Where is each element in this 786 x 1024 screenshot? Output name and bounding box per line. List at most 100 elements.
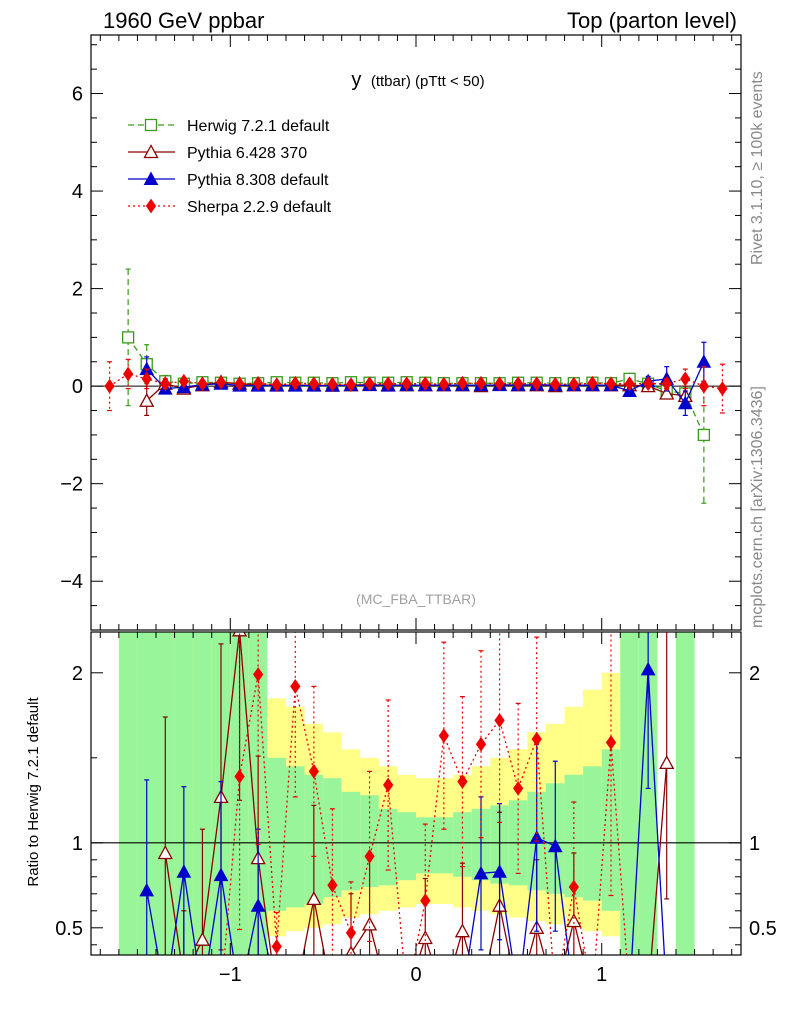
ratio-band-inner bbox=[564, 774, 584, 898]
ratio-xtick-label: 1 bbox=[596, 964, 607, 986]
main-point bbox=[605, 376, 617, 392]
ratio-ytick-label-right: 2 bbox=[749, 663, 760, 685]
main-panel: −4 −2 0 2 4 6 y (ttbar) (pTtt < 50) (MC_FBA_T… bbox=[60, 34, 742, 631]
ratio-point bbox=[473, 865, 489, 880]
ratio-point bbox=[176, 864, 192, 878]
main-point bbox=[696, 354, 712, 368]
ratio-ylabel: Ratio to Herwig 7.2.1 default bbox=[25, 697, 42, 887]
main-ytick-label: 4 bbox=[72, 181, 83, 203]
main-point bbox=[677, 395, 693, 410]
main-point bbox=[104, 378, 115, 394]
legend-marker bbox=[144, 118, 158, 132]
ratio-point bbox=[196, 989, 209, 1001]
main-point bbox=[568, 376, 579, 392]
legend-label: Sherpa 2.2.9 default bbox=[187, 199, 332, 216]
ratio-point bbox=[567, 989, 580, 1001]
header-right: Top (parton level) bbox=[567, 8, 737, 33]
main-point bbox=[550, 376, 561, 392]
ratio-point bbox=[306, 891, 322, 906]
ratio-point bbox=[326, 989, 339, 1001]
main-point bbox=[661, 376, 672, 392]
ratio-point bbox=[437, 989, 450, 1001]
ratio-point bbox=[417, 930, 433, 945]
ratio-band-inner bbox=[360, 795, 379, 887]
ratio-band-inner bbox=[341, 791, 361, 891]
ratio-point bbox=[400, 989, 413, 1001]
main-ytick-label: 2 bbox=[72, 279, 83, 301]
ratio-point bbox=[179, 989, 188, 1002]
ratio-ytick-label: 2 bbox=[72, 663, 83, 685]
ratio-bands bbox=[91, 632, 741, 955]
ratio-band-inner bbox=[118, 632, 138, 955]
ratio-xtick-label: −1 bbox=[219, 964, 242, 986]
ratio-point bbox=[139, 882, 155, 897]
main-ytick-label: −4 bbox=[60, 571, 83, 593]
main-point bbox=[160, 376, 171, 392]
ratio-xtick-label: 0 bbox=[410, 964, 421, 986]
side-mcplots: mcplots.cern.ch [arXiv:1306.3436] bbox=[749, 386, 766, 628]
ratio-point bbox=[568, 879, 579, 895]
main-point bbox=[680, 371, 691, 387]
ratio-point bbox=[494, 713, 505, 728]
ratio-point bbox=[437, 989, 450, 1001]
ratio-point bbox=[194, 931, 211, 946]
ratio-point bbox=[531, 731, 542, 747]
main-point bbox=[345, 377, 357, 393]
ratio-point bbox=[475, 736, 487, 752]
main-point bbox=[587, 375, 598, 391]
ratio-point bbox=[326, 989, 339, 1001]
main-point bbox=[624, 376, 635, 392]
ratio-band-inner bbox=[453, 812, 472, 877]
header-left: 1960 GeV ppbar bbox=[103, 8, 264, 33]
ratio-point bbox=[400, 989, 413, 1001]
main-point bbox=[141, 371, 152, 387]
ratio-ytick-label: 1 bbox=[72, 833, 83, 855]
ratio-point bbox=[270, 989, 283, 1001]
ratio-point bbox=[382, 989, 395, 1001]
main-ticks: −4 −2 0 2 4 6 bbox=[60, 35, 741, 631]
ratio-band-inner bbox=[378, 808, 398, 886]
ratio-point bbox=[161, 989, 170, 1002]
ratio-ticks: 0.5 0.5 1 1 2 2 −1 0 1 bbox=[55, 632, 777, 986]
main-point bbox=[271, 377, 282, 393]
main-point bbox=[327, 376, 338, 392]
ratio-point bbox=[566, 913, 582, 928]
ratio-point bbox=[233, 989, 246, 1001]
main-series-group bbox=[91, 268, 741, 504]
ratio-point bbox=[586, 989, 599, 1001]
ratio-point bbox=[382, 989, 395, 1001]
ratio-point bbox=[217, 989, 226, 1002]
main-point bbox=[364, 376, 375, 392]
ratio-point bbox=[345, 945, 357, 955]
main-point bbox=[308, 376, 319, 392]
ratio-point bbox=[290, 679, 301, 694]
main-point bbox=[513, 376, 524, 392]
ratio-point bbox=[198, 989, 207, 1002]
ratio-band-inner bbox=[323, 778, 342, 898]
ratio-point bbox=[605, 735, 617, 750]
main-point bbox=[253, 375, 264, 391]
ratio-point bbox=[213, 867, 229, 882]
main-ytick-label: 0 bbox=[72, 376, 83, 398]
ratio-point bbox=[547, 838, 563, 853]
main-point bbox=[121, 331, 135, 344]
side-rivet: Rivet 3.1.10, ≥ 100k events bbox=[749, 71, 766, 265]
ratio-panel: 0.5 0.5 1 1 2 2 −1 0 1 Ratio to Herwig 7.2.1 def… bbox=[25, 631, 777, 1002]
main-point bbox=[420, 376, 431, 392]
ratio-band-inner bbox=[397, 812, 416, 881]
ratio-point bbox=[250, 898, 266, 912]
ratio-series-1 bbox=[139, 632, 666, 1001]
ratio-point bbox=[623, 989, 636, 1001]
ratio-point bbox=[456, 989, 469, 1001]
ratio-point bbox=[142, 989, 151, 1002]
ratio-band-inner bbox=[583, 766, 602, 901]
main-point bbox=[197, 376, 208, 392]
ratio-point bbox=[253, 667, 264, 682]
legend-label: Herwig 7.2.1 default bbox=[187, 118, 330, 135]
ratio-point bbox=[549, 989, 562, 1001]
ratio-point bbox=[419, 989, 432, 1001]
ratio-band-inner bbox=[267, 757, 286, 911]
main-title-var: y bbox=[351, 69, 361, 91]
main-point bbox=[717, 381, 728, 396]
